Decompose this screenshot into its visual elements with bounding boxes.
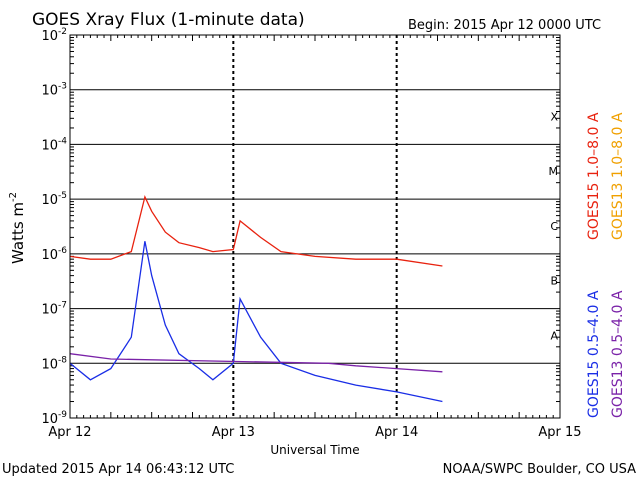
y-axis-label-main: Watts m [9, 202, 27, 264]
begin-time: Begin: 2015 Apr 12 0000 UTC [408, 18, 601, 33]
y-tick-label: 10-7 [41, 301, 67, 318]
y-tick-label: 10-9 [41, 410, 67, 427]
x-axis-label: Universal Time [270, 443, 359, 457]
y-axis-label-exp: -2 [8, 192, 19, 202]
updated-timestamp: Updated 2015 Apr 14 06:43:12 UTC [2, 462, 234, 477]
x-tick-label: Apr 12 [48, 425, 91, 440]
y-tick-label: 10-4 [41, 136, 67, 153]
y-tick-label: 10-6 [41, 246, 67, 263]
y-tick-labels: 10-9 10-8 10-7 10-6 10-5 10-4 10-3 10-2 [41, 27, 67, 427]
flare-class-label: B [550, 275, 558, 288]
series-line [69, 194, 443, 267]
y-tick-label: 10-8 [41, 355, 67, 372]
legend-entry: GOES15 1.0–8.0 A [586, 112, 602, 240]
y-tick-label: 10-5 [41, 191, 67, 208]
source-credit: NOAA/SWPC Boulder, CO USA [443, 462, 636, 477]
legend-entry: GOES13 0.5–4.0 A [610, 290, 626, 418]
y-axis-label: Watts m-2 [8, 192, 27, 264]
legend: GOES15 1.0–8.0 A GOES13 1.0–8.0 A GOES15 0… [586, 112, 626, 418]
y-tick-label: 10-2 [41, 27, 67, 44]
svg-text:Watts m-2: Watts m-2 [8, 192, 27, 264]
x-tick-label: Apr 13 [212, 425, 255, 440]
flare-class-label: A [550, 329, 558, 342]
legend-entry: GOES13 1.0–8.0 A [610, 112, 626, 240]
chart-title: GOES Xray Flux (1-minute data) [32, 10, 305, 30]
x-tick-label: Apr 15 [538, 425, 581, 440]
flare-class-label: X [550, 110, 558, 123]
flare-class-label: M [549, 165, 559, 178]
x-tick-labels: Apr 12 Apr 13 Apr 14 Apr 15 [48, 425, 581, 440]
flare-class-label: C [550, 220, 558, 233]
plot-frame [69, 34, 561, 419]
plot-grid [70, 35, 560, 418]
series-line [69, 241, 443, 403]
flare-class-labels: X M C B A [549, 110, 559, 342]
series-layer [69, 194, 443, 403]
legend-entry: GOES15 0.5–4.0 A [586, 290, 602, 418]
series-line [69, 353, 443, 373]
y-tick-label: 10-3 [41, 82, 67, 99]
x-tick-label: Apr 14 [375, 425, 418, 440]
